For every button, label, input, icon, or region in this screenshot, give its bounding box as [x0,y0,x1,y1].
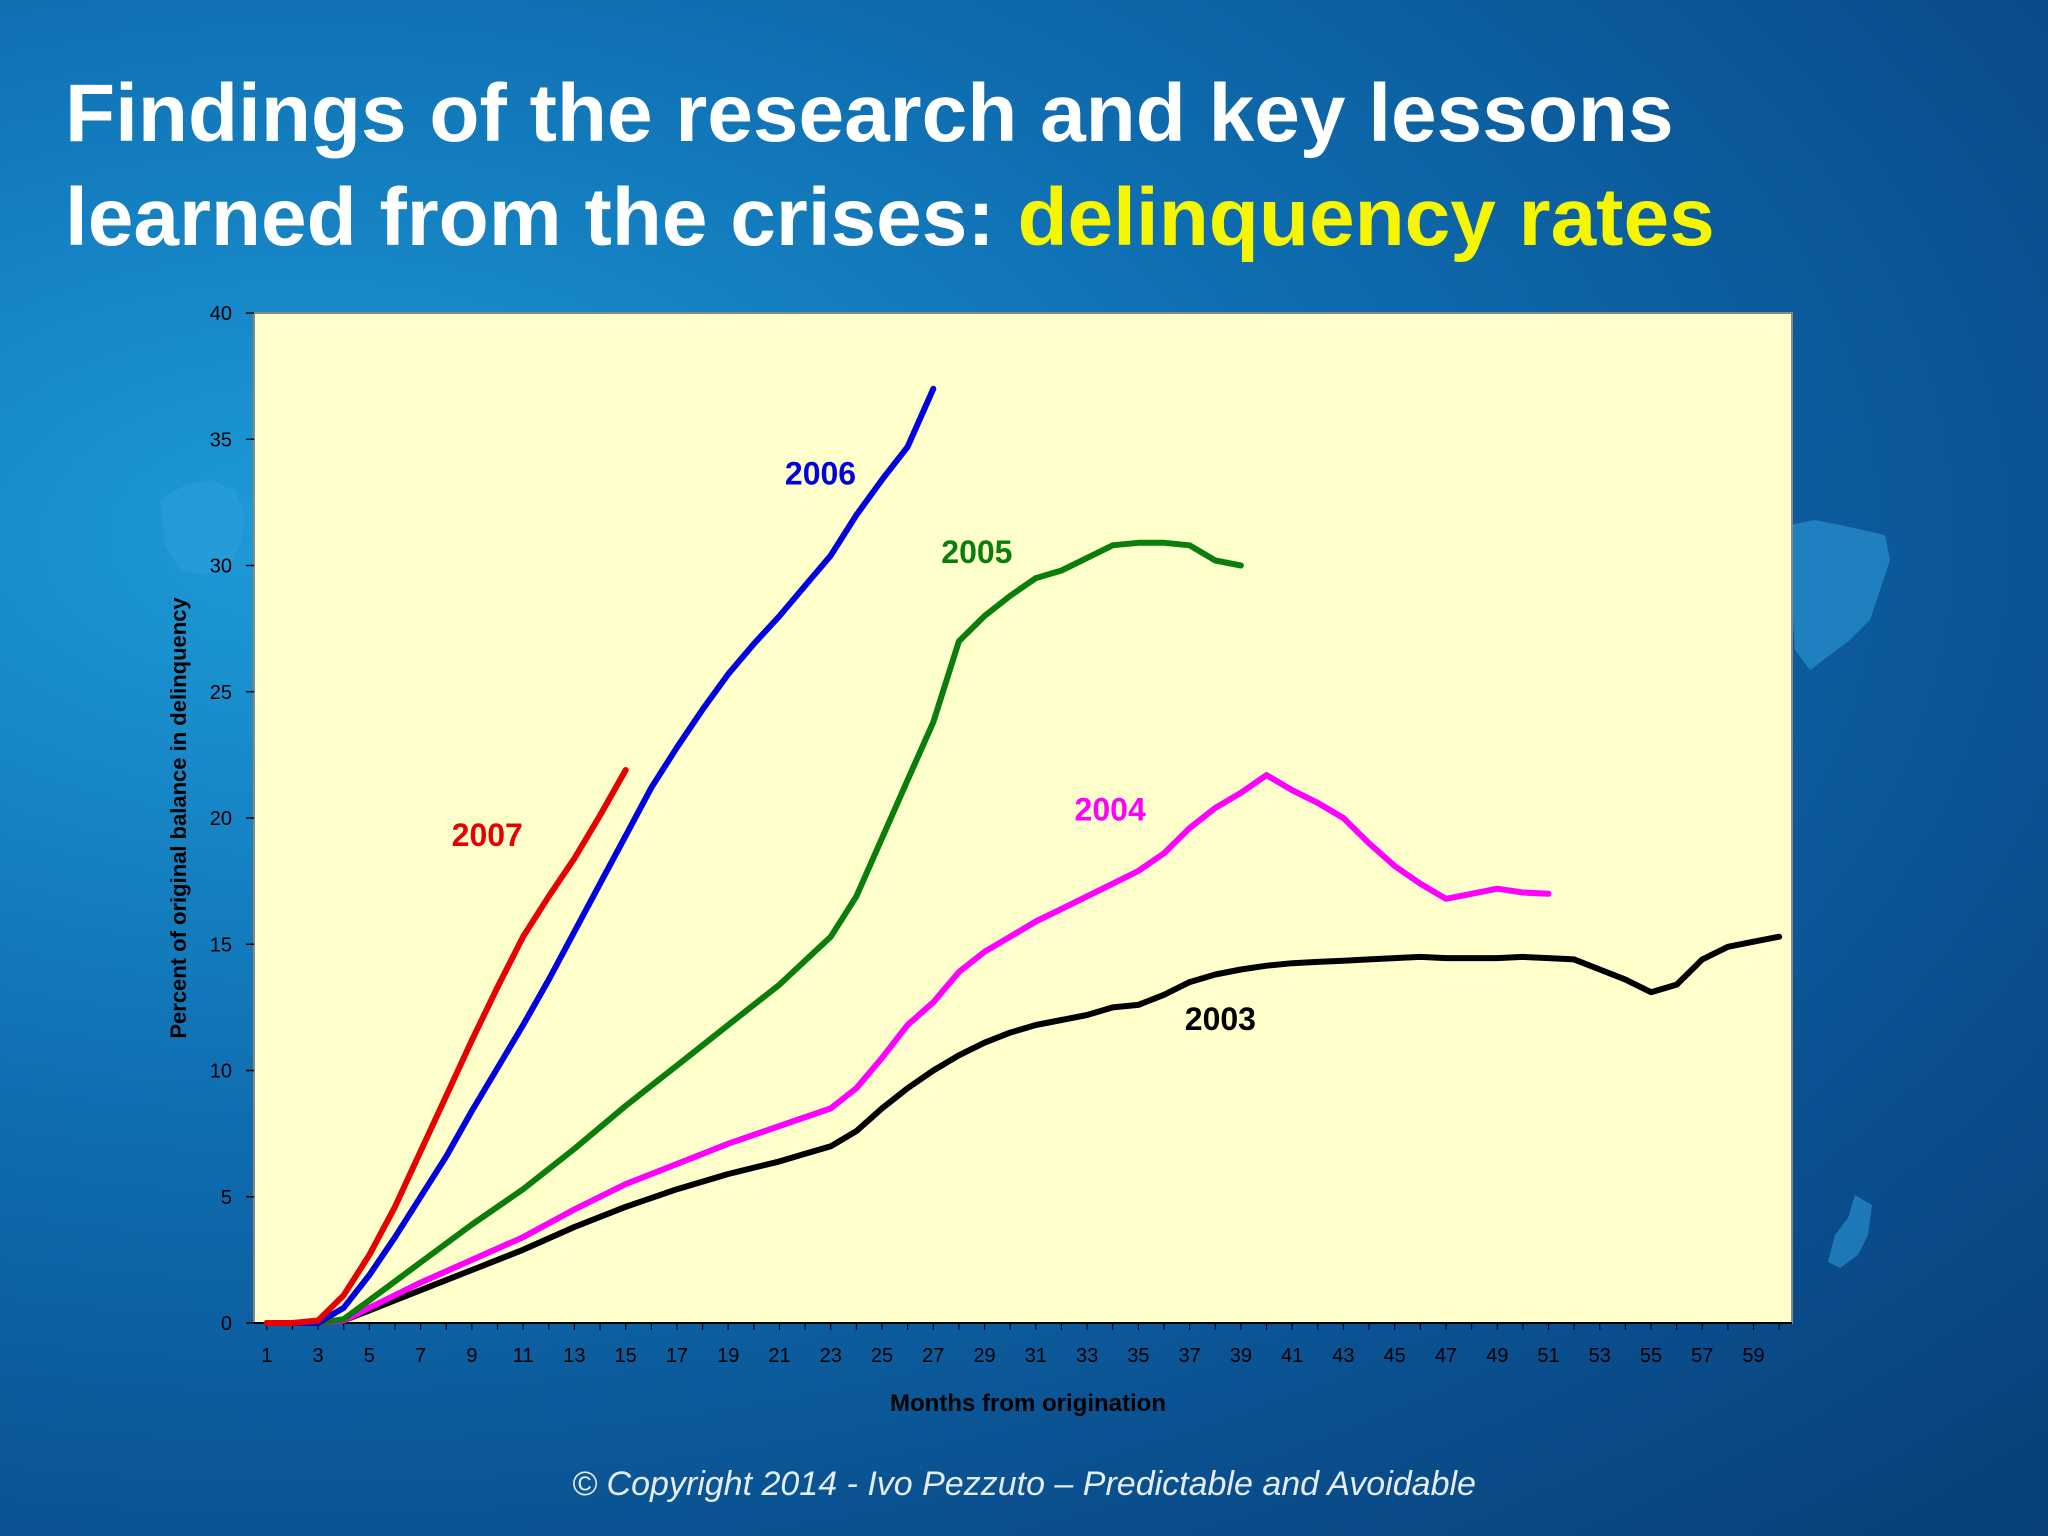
x-tick-label: 17 [666,1345,688,1367]
x-tick-label: 41 [1281,1345,1303,1367]
series-line-2003 [263,933,1783,1326]
x-tick-label: 49 [1486,1345,1508,1367]
x-tick-label: 23 [820,1345,842,1367]
y-tick-label: 15 [210,934,232,956]
y-axis: 0 5 10 15 20 25 30 35 40 [210,303,254,1335]
x-tick-label: 55 [1640,1345,1662,1367]
y-axis-title: Percent of original balance in delinquen… [166,597,191,1039]
series-label-2005: 2005 [941,534,1012,570]
x-tick-label: 5 [364,1345,375,1367]
slide-title: Findings of the research and key lessons… [65,62,1715,270]
y-tick-label: 25 [210,682,232,704]
series-line-2004 [263,772,1552,1326]
y-tick-label: 0 [221,1313,232,1335]
x-tick-label: 27 [922,1345,944,1367]
x-tick-label: 15 [615,1345,637,1367]
x-tick-label: 13 [563,1345,585,1367]
y-tick-label: 40 [210,303,232,325]
copyright-footer: © Copyright 2014 - Ivo Pezzuto – Predict… [572,1465,1476,1503]
y-tick-label: 35 [210,429,232,451]
y-tick-label: 20 [210,808,232,830]
series-label-2006: 2006 [785,456,856,492]
x-tick-label: 51 [1537,1345,1559,1367]
y-tick-label: 5 [221,1187,232,1209]
x-tick-label: 1 [261,1345,272,1367]
x-tick-label: 9 [466,1345,477,1367]
title-highlight: delinquency rates [1017,172,1715,263]
x-tick-label: 53 [1589,1345,1611,1367]
series-line-2005 [263,539,1244,1326]
x-tick-label: 19 [717,1345,739,1367]
series-line-2007 [263,767,629,1326]
x-tick-label: 29 [973,1345,995,1367]
x-axis-title: Months from origination [890,1390,1166,1417]
series-line-2006 [263,385,937,1326]
x-tick-label: 39 [1230,1345,1252,1367]
map-island-left [160,480,245,575]
x-tick-label: 45 [1384,1345,1406,1367]
series-labels: 2007 2006 2005 2004 2003 [452,456,1256,1037]
x-axis: 1 3 5 7 9 11 13 15 17 19 21 23 25 27 29 31 33 35 37 39 41 43 4… [261,1323,1780,1367]
series-lines [263,385,1783,1326]
decorative-map-shapes [160,480,1890,1268]
x-tick-label: 31 [1025,1345,1047,1367]
series-label-2004: 2004 [1075,792,1146,828]
y-tick-label: 10 [210,1061,232,1083]
series-label-2003: 2003 [1185,1001,1256,1037]
series-label-2007: 2007 [452,817,523,853]
x-tick-label: 47 [1435,1345,1457,1367]
x-tick-label: 7 [415,1345,426,1367]
title-line-2-prefix: learned from the crises: [65,172,1018,263]
x-tick-label: 59 [1742,1345,1764,1367]
title-line-1: Findings of the research and key lessons [65,68,1674,159]
x-tick-label: 25 [871,1345,893,1367]
x-tick-label: 57 [1691,1345,1713,1367]
y-tick-label: 30 [210,556,232,578]
map-island-right [1790,520,1890,670]
x-tick-label: 21 [768,1345,790,1367]
x-tick-label: 11 [513,1345,534,1367]
x-tick-label: 35 [1127,1345,1149,1367]
x-tick-label: 3 [313,1345,324,1367]
plot-area [253,312,1793,1324]
map-island-small [1828,1195,1872,1268]
x-tick-label: 33 [1076,1345,1098,1367]
x-tick-label: 43 [1332,1345,1354,1367]
x-tick-label: 37 [1178,1345,1200,1367]
